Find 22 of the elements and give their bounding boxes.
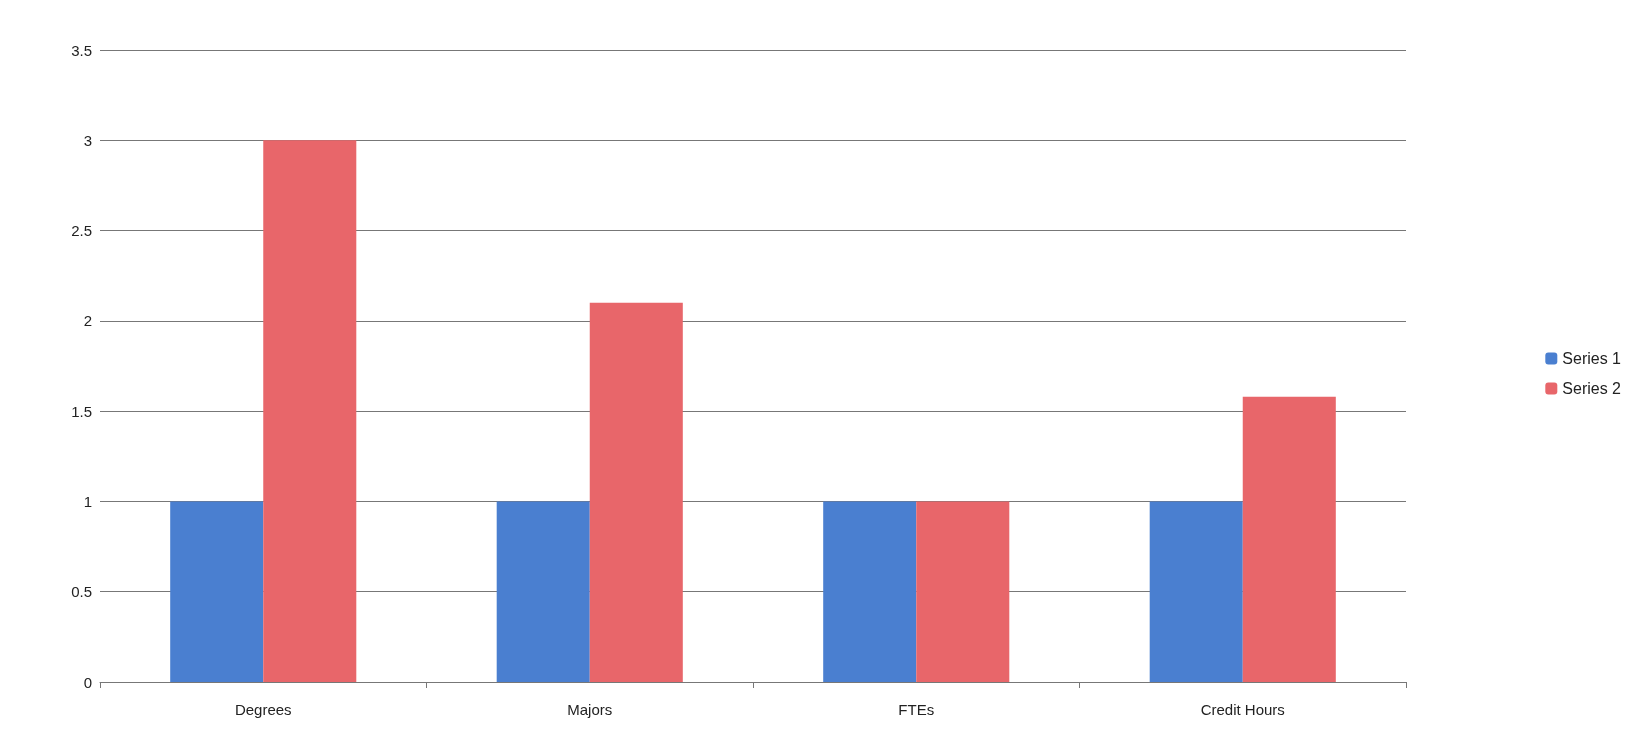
bar [496,501,590,682]
bar [916,501,1010,682]
y-tick-label: 1.5 [71,402,92,420]
y-tick-label: 2.5 [71,222,92,240]
y-tick-label: 3 [83,131,92,149]
legend-label: Series 2 [1562,380,1622,397]
bar [1242,396,1336,682]
legend-label: Series 1 [1562,350,1622,367]
y-tick-label: 1 [83,492,92,510]
x-tick-label: Credit Hours [1200,701,1285,718]
y-tick-label: 0.5 [71,583,92,601]
x-tick-label: Majors [567,701,613,718]
y-tick-label: 2 [83,312,92,330]
y-tick-label: 0 [83,673,92,691]
x-tick-label: FTEs [898,701,935,718]
bar [263,140,357,682]
bar [1149,501,1243,682]
x-tick-label: Degrees [234,701,292,718]
bar [170,501,264,682]
bar [589,302,683,682]
bar [823,501,917,682]
y-tick-label: 3.5 [71,41,92,59]
